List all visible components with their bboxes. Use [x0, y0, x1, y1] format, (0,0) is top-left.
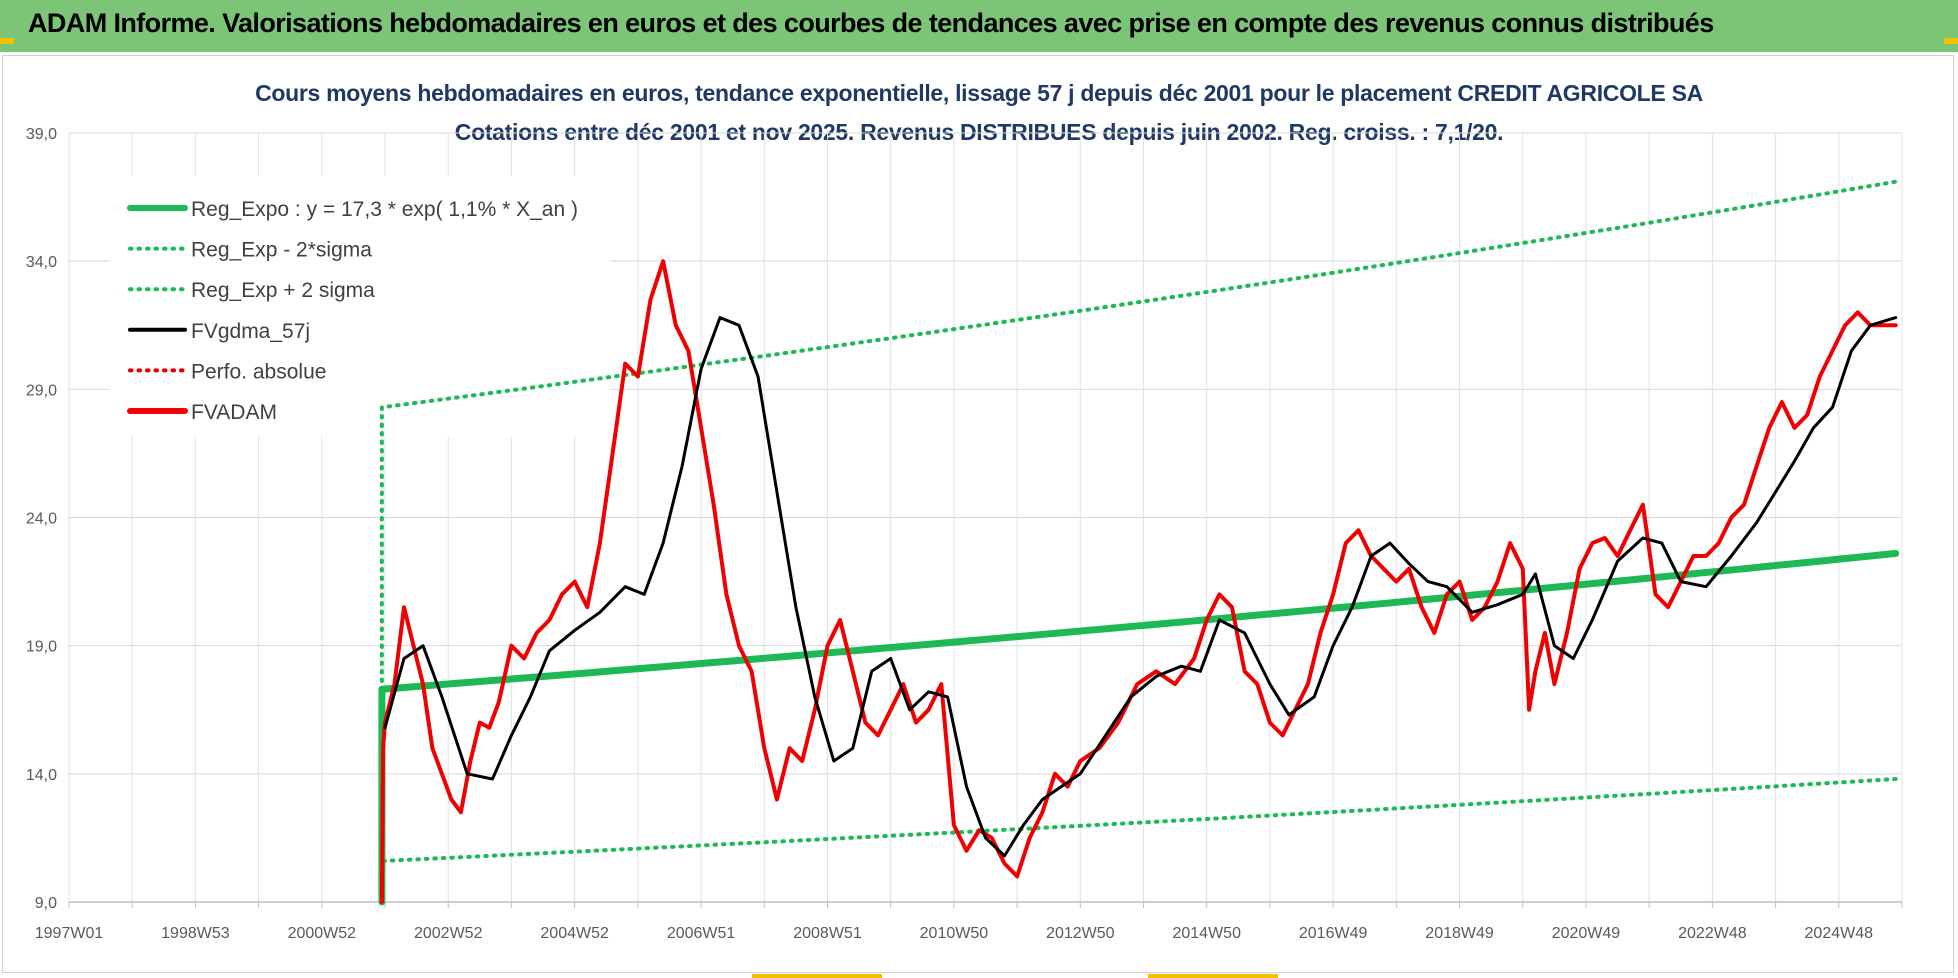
legend-fvgdma-57j-label: FVgdma_57j: [191, 320, 310, 343]
y-tick-label: 39,0: [26, 126, 57, 143]
series-fvgdma-57j: [383, 316, 1898, 858]
series-fvadam: [379, 259, 1898, 904]
y-tick-label: 19,0: [26, 639, 57, 656]
y-tick-label: 34,0: [26, 254, 57, 271]
x-tick-label: 2000W52: [288, 925, 357, 942]
bottom-mark-1: [752, 974, 882, 978]
legend-perfo-absolue-label: Perfo. absolue: [191, 360, 326, 383]
corner-mark-left: [0, 38, 14, 44]
y-tick-label: 29,0: [26, 382, 57, 399]
series-reg-expo: [378, 549, 1900, 906]
header-title: ADAM Informe. Valorisations hebdomadaire…: [28, 8, 1714, 38]
chart-frame: [2, 55, 1954, 973]
x-tick-label: 1997W01: [35, 925, 104, 942]
x-tick-label: 2024W48: [1805, 925, 1874, 942]
x-tick-label: 2012W50: [1046, 925, 1115, 942]
y-tick-label: 14,0: [26, 767, 57, 784]
x-tick-label: 2022W48: [1678, 925, 1747, 942]
x-tick-label: 2018W49: [1425, 925, 1494, 942]
x-tick-label: 2014W50: [1172, 925, 1241, 942]
chart-subtitle: Cotations entre déc 2001 et nov 2025. Re…: [454, 119, 1504, 145]
legend-reg-exp-plus-2sigma-label: Reg_Exp + 2 sigma: [191, 279, 375, 302]
legend-background: [110, 176, 610, 436]
chart-title: Cours moyens hebdomadaires en euros, ten…: [255, 80, 1703, 106]
x-tick-label: 2004W52: [540, 925, 609, 942]
legend-fvadam-label: FVADAM: [191, 401, 277, 424]
legend-reg-exp-minus-2sigma-label: Reg_Exp - 2*sigma: [191, 239, 372, 262]
y-tick-label: 9,0: [35, 895, 57, 912]
x-tick-label: 2008W51: [793, 925, 862, 942]
x-tick-label: 2006W51: [667, 925, 736, 942]
legend-reg-expo-label: Reg_Expo : y = 17,3 * exp( 1,1% * X_an ): [191, 198, 578, 221]
x-tick-label: 2002W52: [414, 925, 483, 942]
corner-mark-right: [1944, 38, 1958, 44]
x-tick-label: 1998W53: [161, 925, 230, 942]
bottom-mark-2: [1148, 974, 1278, 978]
x-tick-label: 2020W49: [1552, 925, 1621, 942]
y-tick-label: 24,0: [26, 511, 57, 528]
x-tick-label: 2016W49: [1299, 925, 1368, 942]
header-bar: ADAM Informe. Valorisations hebdomadaire…: [0, 0, 1958, 52]
series-reg-exp-minus-2sigma: [379, 777, 1898, 904]
x-tick-label: 2010W50: [920, 925, 989, 942]
